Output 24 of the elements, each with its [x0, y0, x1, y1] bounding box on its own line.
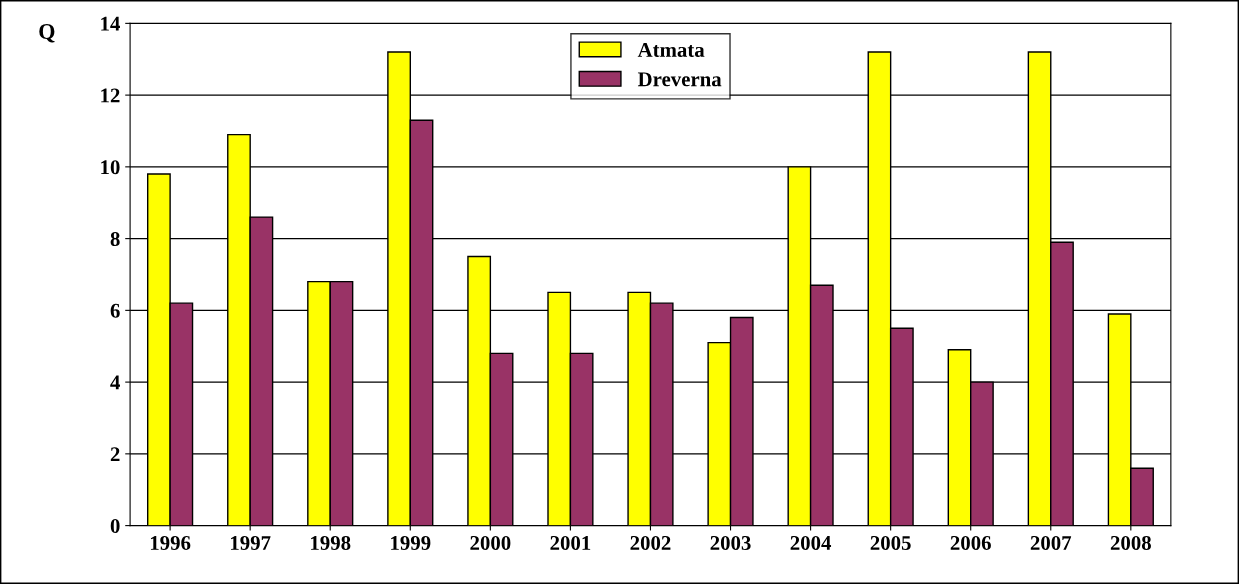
- x-tick-label: 2002: [630, 535, 671, 550]
- x-tick-label: 1997: [231, 535, 271, 550]
- y-tick-label: 14: [101, 16, 120, 31]
- y-tick-label: 0: [110, 518, 120, 534]
- x-tick-label: 1996: [150, 535, 191, 550]
- y-tick-label: 10: [101, 160, 120, 175]
- y-tick-label: 4: [110, 375, 120, 390]
- x-tick-label: 2008: [1110, 535, 1151, 550]
- x-tick-label: 2004: [790, 535, 832, 550]
- y-tick-label: 8: [110, 231, 120, 247]
- y-axis-title: Q: [39, 24, 55, 43]
- y-tick-label: 2: [110, 447, 120, 462]
- y-tick-label: 12: [101, 88, 120, 103]
- y-tick-label: 6: [110, 303, 120, 318]
- x-tick-label: 2001: [550, 535, 591, 550]
- legend-label: Atmata: [637, 42, 705, 57]
- x-tick-label: 2000: [470, 535, 511, 550]
- x-tick-label: 2003: [710, 535, 751, 550]
- x-tick-label: 2005: [870, 535, 911, 550]
- x-tick-label: 1998: [311, 535, 351, 550]
- x-tick-label: 2006: [950, 535, 991, 550]
- legend-label: Dreverna: [637, 72, 722, 87]
- x-tick-label: 1999: [391, 535, 431, 550]
- x-tick-label: 2007: [1030, 535, 1072, 550]
